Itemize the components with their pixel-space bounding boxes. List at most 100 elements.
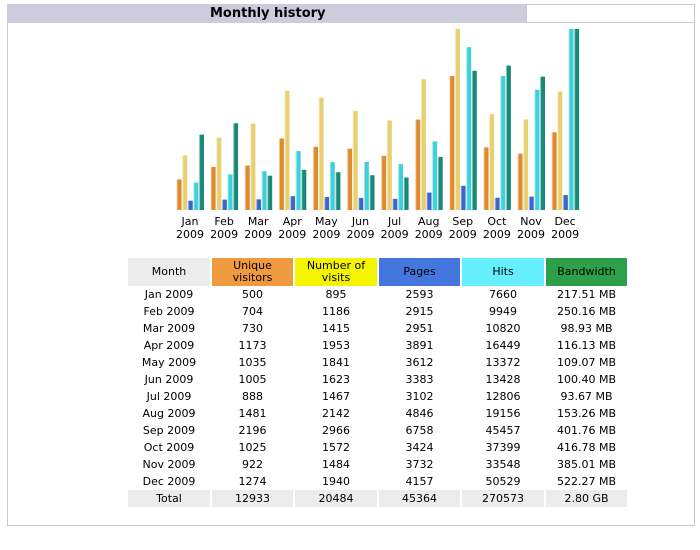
x-tick-year: 2009 <box>381 228 409 241</box>
cell-visits: 1186 <box>322 305 350 318</box>
bar-hits-jul <box>397 164 403 210</box>
cell-visits: 1953 <box>322 339 350 352</box>
bar-bandwidth-mb-mar <box>266 175 273 210</box>
title-bar <box>7 4 526 23</box>
bar-pages-jul <box>391 198 398 210</box>
bar-hits-jan <box>192 182 199 210</box>
bar-bandwidth-mb-dec <box>573 29 580 210</box>
cell-unique-visitors: 922 <box>242 458 263 471</box>
cell-unique-visitors: 500 <box>242 288 263 301</box>
bar-hits-jun <box>363 161 369 210</box>
x-tick-month: Aug <box>418 215 439 228</box>
x-tick-year: 2009 <box>176 228 204 241</box>
cell-hits: 12806 <box>485 390 521 403</box>
bar-pages-mar <box>255 199 261 210</box>
cell-hits: 45457 <box>485 424 521 437</box>
cell-visits: 1841 <box>322 356 350 369</box>
cell-pages: 3612 <box>405 356 434 369</box>
bar-number-of-visits-sep <box>454 29 460 210</box>
bar-unique-visitors-jun <box>346 148 353 210</box>
bar-hits-apr <box>295 151 301 210</box>
cell-bandwidth: 401.76 MB <box>556 424 617 437</box>
table-row: Mar 2009 730 1415 2951 10820 98.93 MB <box>128 320 627 337</box>
cell-pages: 3732 <box>405 458 434 471</box>
bar-number-of-visits-oct <box>488 114 495 210</box>
x-tick-month: Oct <box>487 215 507 228</box>
bar-unique-visitors-may <box>312 146 318 210</box>
cell-pages: 3891 <box>405 339 434 352</box>
cell-visits: 1467 <box>322 390 350 403</box>
bar-unique-visitors-sep <box>448 76 455 210</box>
bar-pages-may <box>323 197 330 210</box>
x-tick-year: 2009 <box>312 228 340 241</box>
bar-pages-jun <box>357 197 364 210</box>
cell-pages: 3424 <box>405 441 434 454</box>
cell-month: Mar 2009 <box>142 322 196 335</box>
table-row: Oct 2009 1025 1572 3424 37399 416.78 MB <box>128 439 627 456</box>
bar-unique-visitors-feb <box>210 167 216 210</box>
bar-number-of-visits-may <box>318 97 324 210</box>
table-row: Dec 2009 1274 1940 4157 50529 522.27 MB <box>128 473 627 490</box>
table-row: Jun 2009 1005 1623 3383 13428 100.40 MB <box>128 371 627 388</box>
x-tick-month: Feb <box>214 215 233 228</box>
cell-month: Jun 2009 <box>144 373 194 386</box>
cell-hits: 16449 <box>485 339 521 352</box>
cell-unique-visitors: 1274 <box>238 475 267 488</box>
bar-bandwidth-mb-jul <box>403 177 409 210</box>
table-row: Nov 2009 922 1484 3732 33548 385.01 MB <box>128 456 627 473</box>
bar-number-of-visits-jul <box>386 120 392 210</box>
cell-bandwidth: 217.51 MB <box>556 288 617 301</box>
table-row: Apr 2009 1173 1953 3891 16449 116.13 MB <box>128 337 627 354</box>
cell-unique-visitors: 1481 <box>238 407 267 420</box>
cell-hits: 7660 <box>489 288 517 301</box>
bar-number-of-visits-dec <box>556 91 563 210</box>
x-tick-year: 2009 <box>278 228 306 241</box>
cell-month: Aug 2009 <box>142 407 196 420</box>
bar-unique-visitors-jul <box>380 155 387 210</box>
cell-bandwidth: 116.13 MB <box>556 339 617 352</box>
bar-hits-feb <box>226 174 233 210</box>
x-tick-year: 2009 <box>415 228 443 241</box>
total-cell-hits: 270573 <box>462 490 544 507</box>
cell-month: Sep 2009 <box>142 424 196 437</box>
title-bar-right <box>526 4 695 23</box>
col-header-unique-visitors: Unique visitors <box>212 258 293 286</box>
cell-bandwidth: 250.16 MB <box>556 305 617 318</box>
bar-number-of-visits-apr <box>283 90 290 210</box>
cell-unique-visitors: 1005 <box>238 373 267 386</box>
bar-number-of-visits-jun <box>352 111 358 210</box>
bar-hits-sep <box>465 47 472 211</box>
cell-pages: 3102 <box>405 390 434 403</box>
cell-pages: 2915 <box>405 305 434 318</box>
col-header-visits: Number of visits <box>295 258 377 286</box>
bar-bandwidth-mb-nov <box>539 76 545 210</box>
cell-visits: 1940 <box>322 475 350 488</box>
bar-hits-nov <box>533 89 540 210</box>
table-row: Sep 2009 2196 2966 6758 45457 401.76 MB <box>128 422 627 439</box>
cell-unique-visitors: 2196 <box>238 424 267 437</box>
cell-pages: 3383 <box>405 373 434 386</box>
cell-visits: 2142 <box>322 407 350 420</box>
cell-hits: 19156 <box>485 407 521 420</box>
bar-pages-dec <box>562 195 568 210</box>
cell-hits: 50529 <box>485 475 521 488</box>
cell-unique-visitors: 1035 <box>238 356 267 369</box>
cell-month: May 2009 <box>141 356 197 369</box>
page-title: Monthly history <box>210 6 326 21</box>
cell-month: Oct 2009 <box>143 441 195 454</box>
table-row: Jan 2009 500 895 2593 7660 217.51 MB <box>128 286 627 303</box>
cell-unique-visitors: 888 <box>242 390 263 403</box>
bar-hits-dec <box>567 29 574 210</box>
bar-unique-visitors-nov <box>517 153 523 210</box>
cell-pages: 4157 <box>405 475 434 488</box>
total-cell-unique-visitors: 12933 <box>212 490 293 507</box>
x-tick-year: 2009 <box>483 228 511 241</box>
bar-pages-feb <box>221 199 227 210</box>
col-header-bandwidth: Bandwidth <box>546 258 627 286</box>
cell-visits: 1623 <box>322 373 350 386</box>
x-tick-month: Apr <box>283 215 303 228</box>
bar-pages-oct <box>494 197 500 210</box>
cell-bandwidth: 100.40 MB <box>556 373 617 386</box>
cell-visits: 1415 <box>322 322 350 335</box>
x-tick-month: May <box>315 215 338 228</box>
